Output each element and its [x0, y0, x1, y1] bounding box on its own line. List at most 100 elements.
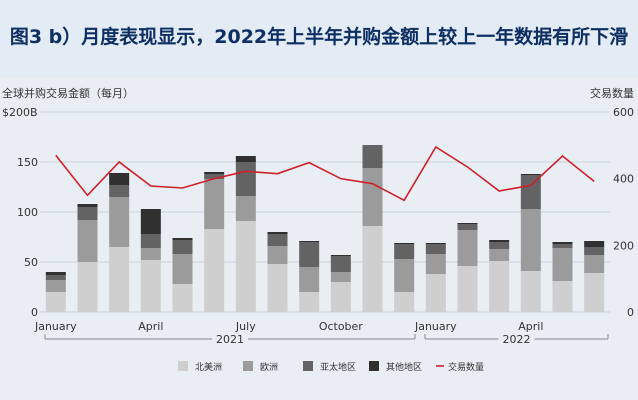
legend-label: 北美洲 [195, 361, 222, 373]
bar-segment [552, 242, 573, 244]
bar-segment [299, 267, 320, 292]
bar-segment [45, 275, 66, 280]
bar-segment [109, 173, 130, 185]
bar-segment [394, 244, 415, 259]
bar-segment [520, 174, 541, 175]
y-left-tick-label: 150 [17, 156, 38, 169]
y-left-tick-label: 50 [24, 256, 38, 269]
legend-label: 欧洲 [260, 361, 278, 373]
bar-segment [330, 272, 351, 282]
bar-segment [45, 272, 66, 275]
bar-segment [584, 241, 605, 247]
y-right-tick-label: 400 [613, 173, 634, 186]
bar-segment [172, 240, 193, 254]
bar-segment [172, 254, 193, 284]
bar-segment [109, 185, 130, 197]
bar-segment [425, 244, 446, 254]
bar-segment [77, 207, 98, 220]
bar-segment [425, 243, 446, 244]
bar-segment [204, 229, 225, 312]
bar-segment [204, 174, 225, 179]
legend-swatch [303, 361, 313, 371]
year-label-bg [212, 332, 248, 346]
bar-segment [520, 209, 541, 271]
bar-segment [394, 292, 415, 312]
bar-segment [109, 197, 130, 247]
y-left-tick-label: $200B [2, 106, 38, 119]
bar-segment [109, 247, 130, 312]
title-band [0, 0, 638, 78]
bar-segment [362, 145, 383, 168]
bar-segment [299, 292, 320, 312]
bar-segment [172, 238, 193, 240]
bar-segment [552, 248, 573, 281]
bar-segment [45, 292, 66, 312]
bar-segment [457, 230, 478, 266]
bar-segment [457, 266, 478, 312]
y-right-tick-label: 200 [613, 239, 634, 252]
bar-layer [45, 145, 605, 312]
bar-segment [489, 240, 510, 242]
bar-segment [520, 271, 541, 312]
y-right-tick-label: 600 [613, 106, 634, 119]
bar-segment [394, 243, 415, 244]
bar-segment [489, 261, 510, 312]
bar-segment [77, 204, 98, 207]
bar-segment [299, 242, 320, 267]
bar-segment [235, 196, 256, 221]
legend-label: 交易数量 [448, 361, 484, 373]
x-tick-label: October [319, 320, 363, 333]
bar-segment [140, 248, 161, 260]
chart-title: 图3 b）月度表现显示，2022年上半年并购金额上较上一年数据有所下滑 [9, 26, 629, 48]
bar-segment [235, 162, 256, 196]
bar-segment [204, 172, 225, 174]
bar-segment [140, 209, 161, 234]
bar-segment [267, 264, 288, 312]
x-tick-label: July [235, 320, 256, 333]
deal-count-line [55, 145, 595, 202]
x-tick-label: April [518, 320, 543, 333]
bar-segment [584, 273, 605, 312]
year-label: 2021 [216, 333, 244, 346]
bar-segment [330, 255, 351, 256]
y-left-tick-label: 0 [31, 306, 38, 319]
y-right-tick-label: 0 [627, 306, 634, 319]
axis-layer: 全球并购交易金额（每月） 交易数量 $200B 150 100 50 0 600 400 200 0… [2, 86, 634, 346]
bar-segment [140, 260, 161, 312]
bar-segment [299, 241, 320, 242]
legend-swatch [243, 361, 253, 371]
bar-segment [584, 247, 605, 255]
left-axis-title: 全球并购交易金额（每月） [2, 86, 134, 100]
year-label: 2022 [503, 333, 531, 346]
bar-segment [457, 224, 478, 230]
bar-segment [552, 281, 573, 312]
legend-swatch [178, 361, 188, 371]
bar-segment [520, 175, 541, 209]
x-tick-label: January [414, 320, 457, 333]
bar-segment [362, 226, 383, 312]
bar-segment [584, 255, 605, 273]
bar-segment [267, 234, 288, 246]
legend-swatch [369, 361, 379, 371]
bar-segment [140, 234, 161, 248]
x-tick-label: April [138, 320, 163, 333]
bar-segment [267, 246, 288, 264]
bar-segment [425, 274, 446, 312]
line-layer [55, 145, 595, 202]
bar-segment [425, 254, 446, 274]
bar-segment [267, 232, 288, 234]
legend-label: 其他地区 [386, 361, 422, 373]
bar-segment [204, 179, 225, 229]
bar-segment [172, 284, 193, 312]
year-label-bg [498, 332, 535, 346]
bar-segment [489, 242, 510, 249]
bar-segment [77, 262, 98, 312]
bar-segment [552, 244, 573, 248]
bar-segment [457, 223, 478, 224]
legend-label: 亚太地区 [320, 361, 356, 373]
bar-segment [394, 259, 415, 292]
x-tick-label: January [34, 320, 77, 333]
bar-segment [235, 221, 256, 312]
